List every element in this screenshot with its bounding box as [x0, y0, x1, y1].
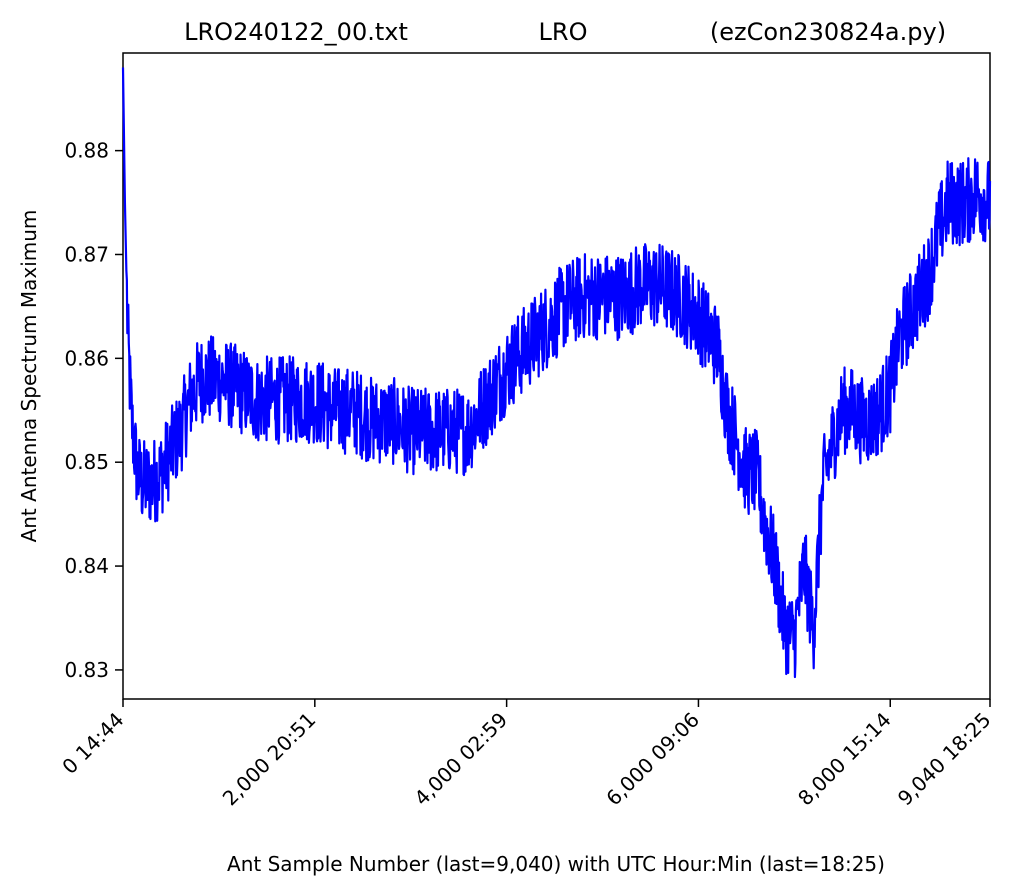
series-group	[121, 67, 992, 679]
y-tick-label: 0.83	[64, 658, 109, 682]
x-axis-label: Ant Sample Number (last=9,040) with UTC …	[227, 852, 885, 876]
y-tick-label: 0.84	[64, 554, 109, 578]
y-tick-label: 0.88	[64, 139, 109, 163]
y-tick-label: 0.86	[64, 346, 109, 370]
chart-title-left: LRO240122_00.txt	[184, 18, 408, 46]
x-tick-label: 0 14:44	[57, 708, 128, 779]
x-tick-label: 9,040 18:25	[893, 708, 996, 811]
chart-title-right: (ezCon230824a.py)	[710, 18, 946, 46]
x-axis: 0 14:44 2,000 20:51 4,000 02:59 6,000 09:06…	[57, 699, 996, 811]
x-tick-label: 2,000 20:51	[218, 708, 321, 811]
y-axis-label: Ant Antenna Spectrum Maximum	[17, 210, 41, 543]
x-tick-label: 6,000 09:06	[601, 708, 704, 811]
y-tick-label: 0.87	[64, 242, 109, 266]
series-line	[121, 67, 992, 679]
y-axis: 0.83 0.84 0.85 0.86 0.87 0.88	[64, 139, 123, 682]
x-tick-label: 4,000 02:59	[409, 708, 512, 811]
chart-title-center: LRO	[539, 18, 588, 46]
x-tick-label: 8,000 15:14	[793, 708, 896, 811]
y-tick-label: 0.85	[64, 450, 109, 474]
